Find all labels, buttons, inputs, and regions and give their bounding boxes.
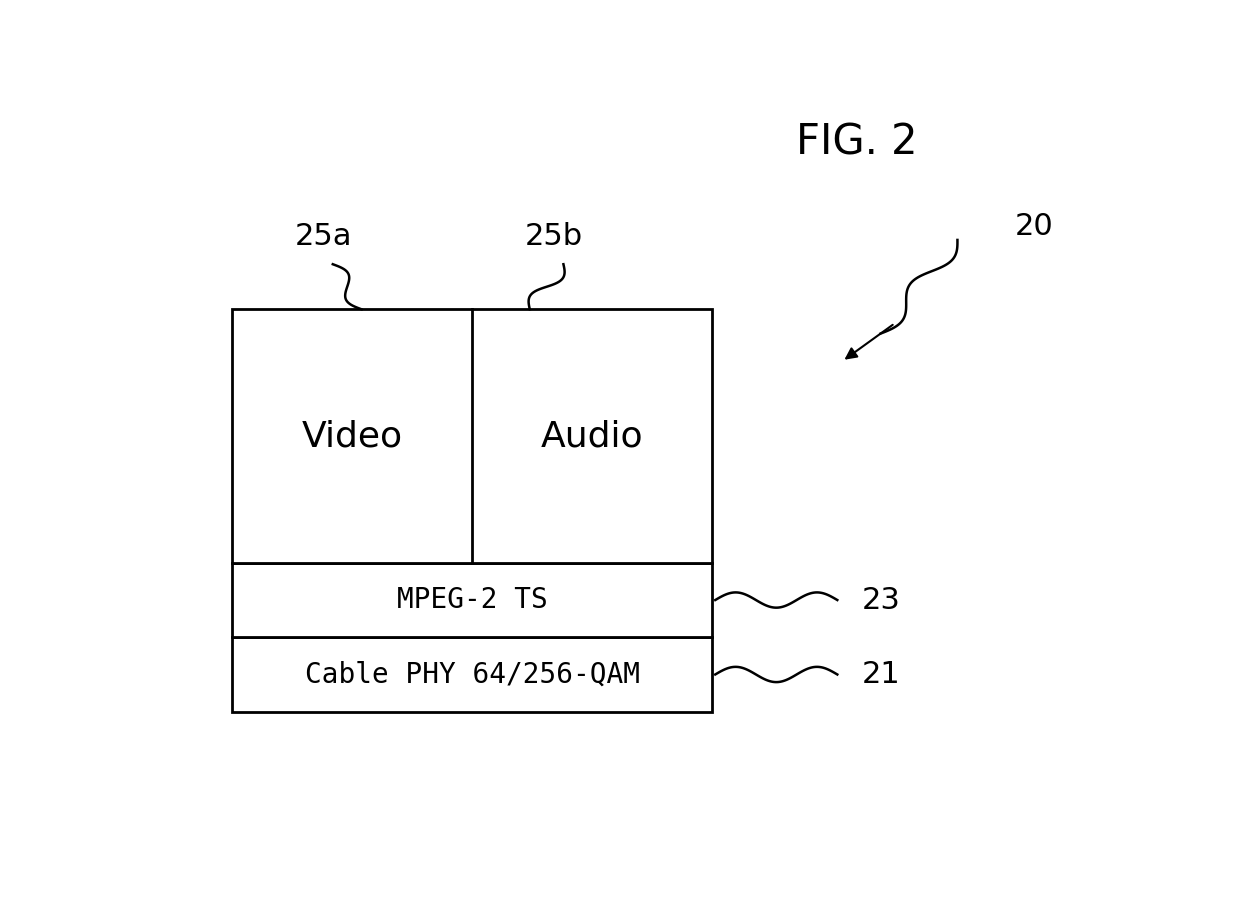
Text: 25a: 25a bbox=[294, 222, 352, 251]
Bar bbox=[232, 309, 712, 563]
Text: 21: 21 bbox=[862, 660, 900, 689]
Text: 20: 20 bbox=[1016, 212, 1054, 241]
Bar bbox=[232, 637, 712, 712]
Text: Cable PHY 64/256-QAM: Cable PHY 64/256-QAM bbox=[305, 660, 640, 688]
Text: MPEG-2 TS: MPEG-2 TS bbox=[397, 586, 548, 614]
Bar bbox=[232, 563, 712, 637]
Text: 25b: 25b bbox=[525, 222, 583, 251]
Text: Audio: Audio bbox=[541, 419, 644, 453]
Text: FIG. 2: FIG. 2 bbox=[796, 122, 918, 164]
Text: 23: 23 bbox=[862, 586, 900, 614]
Text: Video: Video bbox=[301, 419, 403, 453]
